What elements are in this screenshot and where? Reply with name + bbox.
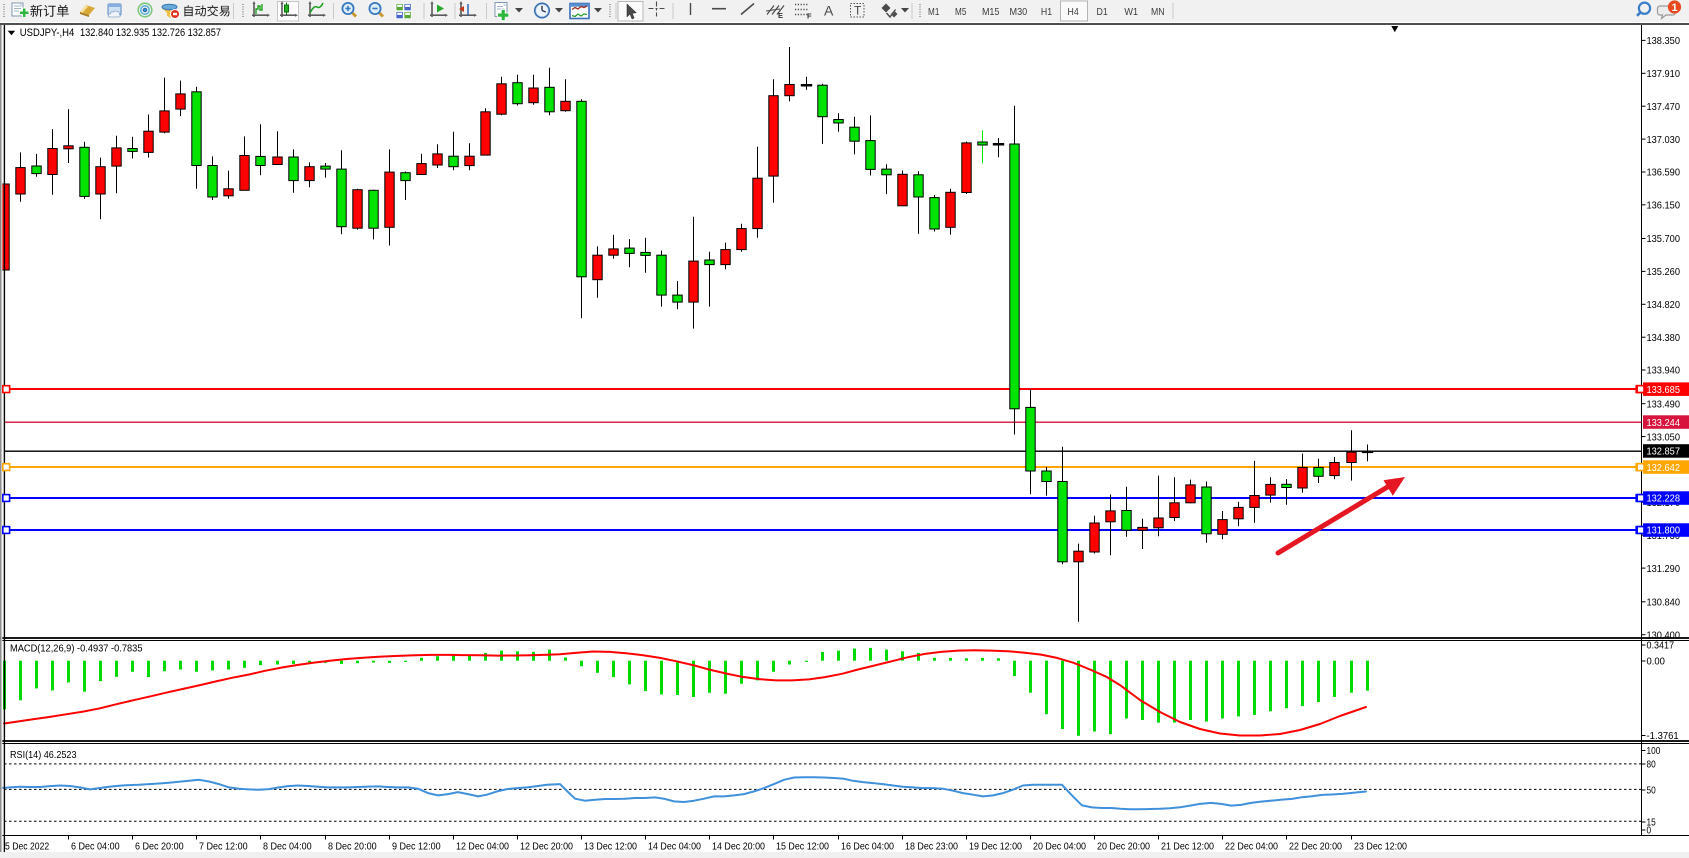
- svg-text:137.030: 137.030: [1647, 134, 1681, 146]
- svg-text:132.228: 132.228: [1647, 493, 1681, 505]
- svg-text:-1.3761: -1.3761: [1647, 730, 1679, 742]
- svg-text:22 Dec 04:00: 22 Dec 04:00: [1225, 840, 1278, 852]
- svg-text:80: 80: [1647, 759, 1656, 771]
- svg-text:0: 0: [1647, 825, 1652, 837]
- svg-text:RSI(14) 46.2523: RSI(14) 46.2523: [10, 749, 77, 761]
- svg-text:H1: H1: [1041, 6, 1052, 18]
- svg-text:M30: M30: [1010, 6, 1028, 18]
- svg-text:MACD(12,26,9) -0.4937 -0.7835: MACD(12,26,9) -0.4937 -0.7835: [10, 643, 143, 655]
- svg-text:16 Dec 04:00: 16 Dec 04:00: [841, 840, 894, 852]
- svg-text:A: A: [824, 3, 834, 19]
- svg-text:20 Dec 04:00: 20 Dec 04:00: [1033, 840, 1086, 852]
- svg-text:132.840 132.935 132.726 132.85: 132.840 132.935 132.726 132.857: [80, 27, 221, 39]
- svg-text:50: 50: [1647, 785, 1656, 797]
- svg-text:8 Dec 04:00: 8 Dec 04:00: [263, 840, 312, 852]
- svg-text:131.800: 131.800: [1647, 525, 1681, 537]
- svg-text:131.290: 131.290: [1647, 563, 1681, 575]
- svg-text:7 Dec 12:00: 7 Dec 12:00: [199, 840, 248, 852]
- svg-text:13 Dec 12:00: 13 Dec 12:00: [584, 840, 637, 852]
- svg-text:133.685: 133.685: [1647, 384, 1681, 396]
- svg-text:14 Dec 04:00: 14 Dec 04:00: [648, 840, 701, 852]
- svg-text:D1: D1: [1097, 6, 1108, 18]
- svg-text:135.260: 135.260: [1647, 266, 1681, 278]
- svg-text:136.150: 136.150: [1647, 200, 1681, 212]
- svg-text:0.00: 0.00: [1647, 656, 1666, 668]
- svg-text:T: T: [854, 4, 862, 18]
- svg-text:12 Dec 20:00: 12 Dec 20:00: [520, 840, 573, 852]
- svg-text:0.3417: 0.3417: [1647, 640, 1675, 652]
- svg-text:F: F: [807, 12, 812, 21]
- svg-text:18 Dec 23:00: 18 Dec 23:00: [905, 840, 958, 852]
- svg-text:137.910: 137.910: [1647, 68, 1681, 80]
- svg-text:8 Dec 20:00: 8 Dec 20:00: [328, 840, 377, 852]
- svg-text:5 Dec 2022: 5 Dec 2022: [5, 840, 49, 852]
- svg-text:130.400: 130.400: [1647, 629, 1681, 641]
- svg-text:132.857: 132.857: [1647, 446, 1681, 458]
- svg-text:M5: M5: [955, 6, 966, 18]
- svg-text:20 Dec 20:00: 20 Dec 20:00: [1097, 840, 1150, 852]
- svg-text:133.244: 133.244: [1647, 417, 1681, 429]
- svg-text:133.490: 133.490: [1647, 398, 1681, 410]
- svg-text:9 Dec 12:00: 9 Dec 12:00: [392, 840, 441, 852]
- svg-text:19 Dec 12:00: 19 Dec 12:00: [969, 840, 1022, 852]
- svg-text:W1: W1: [1124, 6, 1138, 18]
- svg-text:134.380: 134.380: [1647, 332, 1681, 344]
- svg-text:12 Dec 04:00: 12 Dec 04:00: [456, 840, 509, 852]
- svg-text:135.700: 135.700: [1647, 233, 1681, 245]
- svg-text:133.050: 133.050: [1647, 431, 1681, 443]
- svg-text:100: 100: [1647, 745, 1661, 757]
- svg-text:132.642: 132.642: [1647, 462, 1681, 474]
- svg-text:133.940: 133.940: [1647, 365, 1681, 377]
- svg-text:MN: MN: [1151, 6, 1165, 18]
- svg-text:6 Dec 20:00: 6 Dec 20:00: [135, 840, 184, 852]
- svg-text:22 Dec 20:00: 22 Dec 20:00: [1289, 840, 1342, 852]
- svg-text:15: 15: [1647, 817, 1656, 829]
- svg-text:M1: M1: [928, 6, 939, 18]
- svg-text:1: 1: [1671, 2, 1677, 14]
- svg-text:M15: M15: [982, 6, 1000, 18]
- svg-text:136.590: 136.590: [1647, 167, 1681, 179]
- svg-text:130.840: 130.840: [1647, 597, 1681, 609]
- svg-text:23 Dec 12:00: 23 Dec 12:00: [1354, 840, 1407, 852]
- svg-text:14 Dec 20:00: 14 Dec 20:00: [712, 840, 765, 852]
- svg-text:137.470: 137.470: [1647, 101, 1681, 113]
- svg-text:USDJPY-,H4: USDJPY-,H4: [20, 27, 75, 39]
- svg-text:E: E: [778, 11, 783, 20]
- svg-text:15 Dec 12:00: 15 Dec 12:00: [776, 840, 829, 852]
- svg-text:134.820: 134.820: [1647, 299, 1681, 311]
- svg-text:6 Dec 04:00: 6 Dec 04:00: [71, 840, 120, 852]
- svg-text:H4: H4: [1068, 6, 1079, 18]
- svg-text:138.350: 138.350: [1647, 35, 1681, 47]
- svg-text:21 Dec 12:00: 21 Dec 12:00: [1161, 840, 1214, 852]
